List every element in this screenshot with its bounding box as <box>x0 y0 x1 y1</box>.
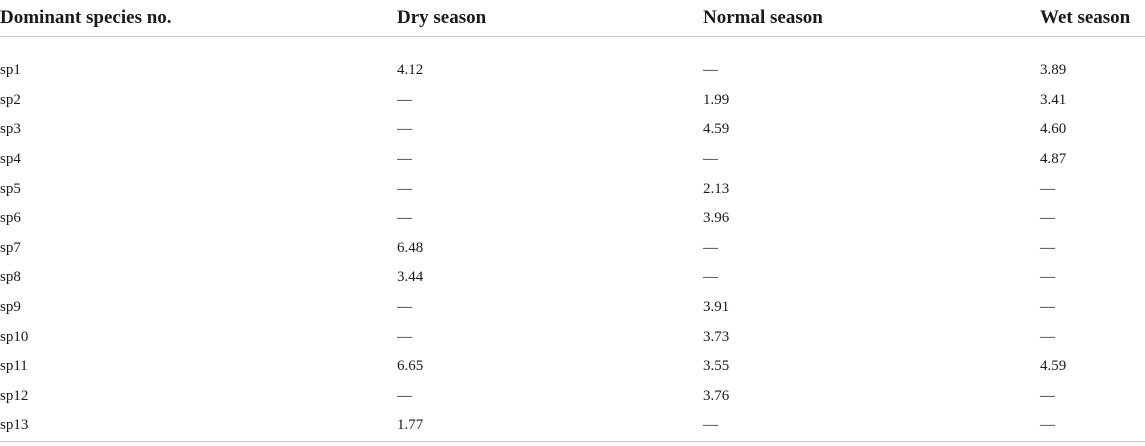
table-row: sp2 — 1.99 3.41 <box>0 86 1145 116</box>
dry-season-cell: 6.48 <box>397 239 424 256</box>
table-row: sp3 — 4.59 4.60 <box>0 115 1145 145</box>
table-row: sp13 1.77— — <box>0 411 1145 442</box>
species-cell: sp5 <box>0 180 21 197</box>
species-cell: sp6 <box>0 210 21 227</box>
table-row: sp12 — 3.76 — <box>0 382 1145 412</box>
normal-season-cell: 3.96 <box>703 210 730 227</box>
table-row: sp9 — 3.91 — <box>0 293 1145 323</box>
wet-season-cell: 3.41 <box>1040 91 1067 108</box>
wet-season-cell: 4.87 <box>1040 151 1067 168</box>
wet-season-cell: — <box>1040 239 1055 256</box>
header-wet-season: Wet season <box>1040 0 1145 37</box>
dry-season-cell: — <box>397 180 412 197</box>
species-cell: sp13 <box>0 411 397 442</box>
table-row: sp6 — 3.96 — <box>0 204 1145 234</box>
normal-season-cell: 2.13 <box>703 180 730 197</box>
wet-season-cell: — <box>1040 210 1055 227</box>
normal-season-cell: 3.73 <box>703 328 730 345</box>
wet-season-cell: — <box>1040 328 1055 345</box>
normal-season-cell: 3.55 <box>703 358 730 375</box>
wet-season-cell: 3.89 <box>1040 62 1067 79</box>
wet-season-cell: — <box>1040 180 1055 197</box>
species-cell: sp12 <box>0 387 29 404</box>
normal-season-cell: — <box>703 62 718 79</box>
species-cell: sp4 <box>0 151 21 168</box>
normal-season-cell: 3.76 <box>703 387 730 404</box>
header-dry-season: Dry season <box>397 0 703 37</box>
wet-season-cell: 4.60 <box>1040 121 1067 138</box>
normal-season-cell: — <box>703 239 718 256</box>
dry-season-cell: — <box>397 210 412 227</box>
table-row: sp8 3.44 — — <box>0 263 1145 293</box>
dry-season-cell: 4.12 <box>397 62 424 79</box>
species-cell: sp10 <box>0 328 29 345</box>
dry-season-cell: 6.65 <box>397 358 424 375</box>
normal-season-cell: 3.91 <box>703 299 730 316</box>
dry-season-cell: — <box>397 299 412 316</box>
table-row: sp7 6.48 — — <box>0 234 1145 264</box>
species-cell: sp9 <box>0 299 21 316</box>
table-body: sp1 4.12 — 3.89 sp2 — 1.99 3.41 sp3 — 4.59 4.60 sp4 —… <box>0 37 1145 442</box>
dry-season-cell: — <box>397 328 412 345</box>
species-cell: sp11 <box>0 358 28 375</box>
dry-season-cell: 3.44 <box>397 269 424 286</box>
table-row: sp4 — — 4.87 <box>0 145 1145 175</box>
dry-season-cell: — <box>397 387 412 404</box>
wet-season-cell: — <box>1040 269 1055 286</box>
table-header-row: Dominant species no. Dry season Normal s… <box>0 0 1145 37</box>
dry-season-cell: — <box>397 151 412 168</box>
dry-season-cell: — <box>397 121 412 138</box>
header-dominant-species: Dominant species no. <box>0 0 397 37</box>
dry-season-cell: — <box>397 91 412 108</box>
table-row: sp5 — 2.13 — <box>0 174 1145 204</box>
species-cell: sp8 <box>0 269 21 286</box>
table-row: sp11 6.65 3.55 4.59 <box>0 352 1145 382</box>
header-normal-season: Normal season <box>703 0 1040 37</box>
normal-season-cell: 4.59 <box>703 121 730 138</box>
wet-season-cell: — <box>1040 387 1055 404</box>
normal-season-cell: — <box>703 411 1040 442</box>
wet-season-cell: 4.59 <box>1040 358 1067 375</box>
species-cell: sp7 <box>0 239 21 256</box>
species-cell: sp3 <box>0 121 21 138</box>
species-cell: sp2 <box>0 91 21 108</box>
species-cell: sp1 <box>0 62 21 79</box>
normal-season-cell: 1.99 <box>703 91 730 108</box>
table-row: sp1 4.12 — 3.89 <box>0 37 1145 86</box>
wet-season-cell: — <box>1040 411 1145 442</box>
dry-season-cell: 1.77 <box>397 411 703 442</box>
normal-season-cell: — <box>703 269 718 286</box>
table-row: sp10 — 3.73 — <box>0 322 1145 352</box>
wet-season-cell: — <box>1040 299 1055 316</box>
normal-season-cell: — <box>703 151 718 168</box>
